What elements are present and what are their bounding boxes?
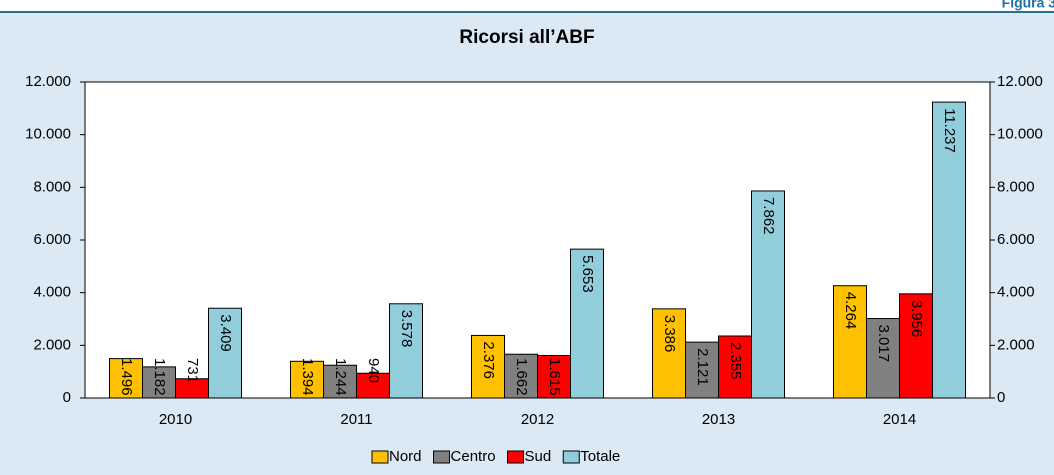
y-tick-label: 6.000 [33,231,71,248]
value-label: 1.394 [299,358,316,396]
x-tick-label: 2012 [521,411,554,428]
value-label: 3.386 [661,315,678,353]
y2-tick-label: 0 [997,389,1005,406]
value-label: 3.409 [217,314,234,352]
x-tick-label: 2013 [702,411,735,428]
y2-tick-label: 12.000 [997,73,1043,90]
y-tick-label: 12.000 [25,73,71,90]
bar [685,341,719,399]
value-label: 1.244 [332,358,349,396]
bar [471,334,505,399]
bar [142,366,176,399]
value-label: 1.496 [118,358,135,396]
value-label: 4.264 [842,292,859,330]
y-tick-label: 10.000 [25,126,71,143]
x-tick-label: 2011 [340,411,372,428]
y-tick-label: 2.000 [33,336,71,353]
legend-swatch [562,450,580,464]
value-label: 3.578 [398,310,415,348]
y2-tick-label: 8.000 [997,178,1035,195]
bar [833,285,867,399]
value-label: 731 [184,358,201,383]
value-label: 2.121 [694,348,711,386]
bar [537,354,571,399]
x-tick-label: 2014 [883,411,916,428]
value-label: 2.355 [727,342,744,380]
bar [570,248,604,399]
value-label: 11.237 [941,108,958,153]
bar [323,364,357,399]
y2-tick-label: 4.000 [997,284,1035,301]
legend-swatch [507,450,525,464]
bar [718,335,752,399]
y-tick-label: 8.000 [33,178,71,195]
legend-label: Totale [580,448,620,465]
legend-label: Centro [451,448,496,465]
y-tick-label: 4.000 [33,284,71,301]
bar [389,303,423,399]
y-tick-label: 0 [63,389,71,406]
value-label: 940 [365,358,382,383]
legend-label: Sud [525,448,552,465]
chart-title: Ricorsi all’ABF [459,27,594,48]
bar [504,353,538,399]
bar [652,308,686,399]
value-label: 3.017 [875,325,892,363]
legend-swatch [433,450,451,464]
x-tick-label: 2010 [159,411,192,428]
value-label: 1.662 [513,358,530,396]
figure-label: Figura 3. [1002,0,1054,11]
value-label: 5.653 [579,255,596,293]
value-label: 3.956 [908,300,925,338]
legend-swatch [371,450,389,464]
bar [751,190,785,399]
value-label: 2.376 [480,341,497,379]
y2-tick-label: 2.000 [997,336,1035,353]
value-label: 1.182 [151,358,168,396]
legend-label: Nord [389,448,422,465]
y2-tick-label: 6.000 [997,231,1035,248]
bar [866,318,900,399]
bar [208,307,242,399]
bar [899,293,933,399]
y2-tick-label: 10.000 [997,126,1043,143]
value-label: 1.615 [546,358,563,396]
value-label: 7.862 [760,197,777,235]
bar [932,101,966,399]
